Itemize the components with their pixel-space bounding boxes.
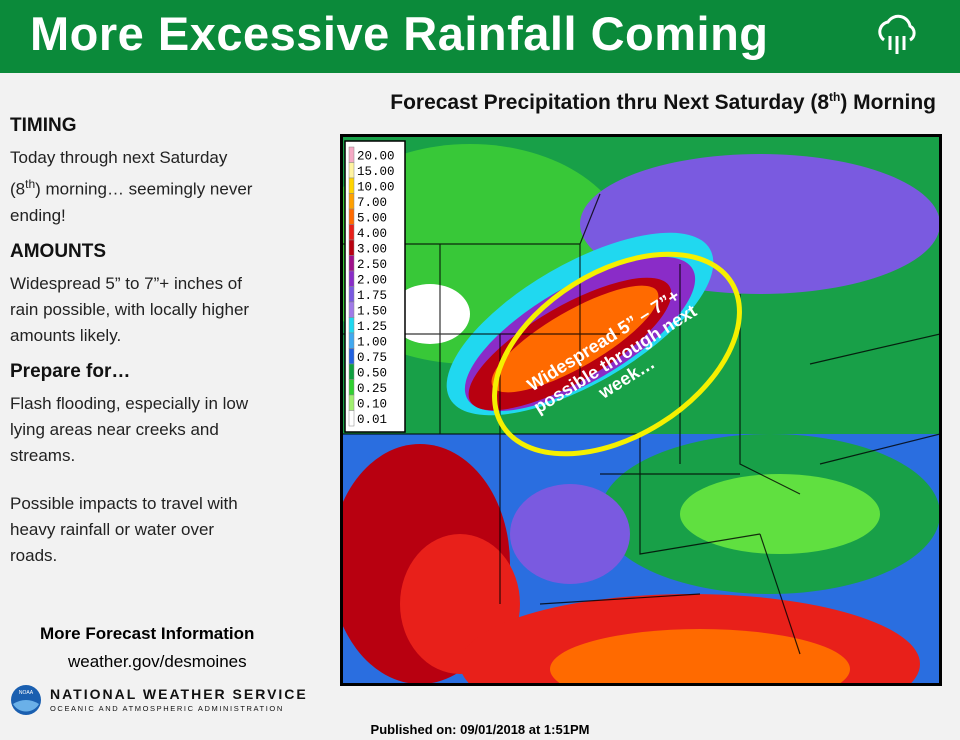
legend-swatch	[348, 239, 355, 256]
legend-label: 2.50	[357, 258, 387, 272]
agency-name: NATIONAL WEATHER SERVICE	[50, 686, 308, 702]
text: Today through next Saturday (8	[10, 148, 228, 199]
legend-label: 0.75	[357, 351, 387, 365]
precip-field	[343, 137, 939, 683]
legend-swatch	[348, 224, 355, 241]
legend-swatch	[348, 394, 355, 411]
legend-label: 3.00	[357, 243, 387, 257]
legend-label: 0.25	[357, 382, 387, 396]
legend-swatch	[348, 410, 355, 427]
paragraph: Possible impacts to travel with heavy ra…	[10, 493, 238, 565]
legend-label: 20.00	[357, 150, 395, 164]
legend-label: 0.01	[357, 413, 387, 427]
legend-label: 1.00	[357, 336, 387, 350]
map: 20.0015.0010.007.005.004.003.002.502.001…	[340, 134, 942, 686]
legend-label: 2.00	[357, 274, 387, 288]
text: Forecast Precipitation thru Next Saturda…	[390, 91, 830, 114]
legend-swatch	[348, 255, 355, 272]
heading: TIMING	[10, 115, 77, 136]
footer: Published on: 09/01/2018 at 1:51PM	[370, 722, 590, 737]
legend-swatch	[348, 177, 355, 194]
legend-label: 1.25	[357, 320, 387, 334]
legend-label: 10.00	[357, 181, 395, 195]
agency: NOAA NATIONAL WEATHER SERVICE OCEANIC AN…	[11, 685, 308, 715]
superscript: th	[25, 177, 36, 191]
legend-swatch	[348, 348, 355, 365]
legend-swatch	[348, 270, 355, 287]
legend-swatch	[348, 162, 355, 179]
text: ) Morning	[840, 91, 936, 114]
legend-label: 5.00	[357, 212, 387, 226]
sidebar: TIMING Today through next Saturday (8th)…	[10, 115, 260, 581]
highlight-ellipse	[492, 251, 742, 457]
rain-icon	[878, 14, 916, 54]
legend-label: 0.50	[357, 367, 387, 381]
logo-wave	[13, 700, 39, 712]
legend-label: 4.00	[357, 227, 387, 241]
legend-label: 15.00	[357, 165, 395, 179]
legend-swatch	[348, 363, 355, 380]
agency-sub: OCEANIC AND ATMOSPHERIC ADMINISTRATION	[50, 704, 284, 713]
heading: Prepare for…	[10, 360, 131, 382]
legend-label: 1.50	[357, 305, 387, 319]
legend-label: 7.00	[357, 196, 387, 210]
legend-swatch	[348, 332, 355, 349]
paragraph: Widespread 5” to 7”+ inches of rain poss…	[10, 273, 250, 345]
header: More Excessive Rainfall Coming	[0, 0, 960, 73]
logo-text: NOAA	[19, 690, 34, 696]
legend-swatch	[348, 317, 355, 334]
map-title: Forecast Precipitation thru Next Saturda…	[390, 90, 936, 115]
legend-swatch	[348, 208, 355, 225]
legend-label: 1.75	[357, 289, 387, 303]
link[interactable]: weather.gov/desmoines	[68, 652, 247, 671]
more-info: More Forecast Information	[40, 624, 255, 643]
legend-label: 0.10	[357, 398, 387, 412]
superscript: th	[829, 90, 841, 104]
legend-swatch	[348, 301, 355, 318]
legend-swatch	[348, 286, 355, 303]
text: ) morning… seemingly never ending!	[10, 179, 253, 225]
legend-swatch	[348, 193, 355, 210]
legend-swatch	[348, 146, 355, 163]
paragraph: Flash flooding, especially in low lying …	[10, 393, 249, 465]
heading: AMOUNTS	[10, 240, 107, 262]
legend-box	[344, 140, 406, 433]
legend: 20.0015.0010.007.005.004.003.002.502.001…	[344, 140, 406, 433]
title: More Excessive Rainfall Coming	[30, 7, 769, 60]
legend-swatch	[348, 379, 355, 396]
paragraph: Today through next Saturday (8th) mornin…	[10, 145, 260, 229]
